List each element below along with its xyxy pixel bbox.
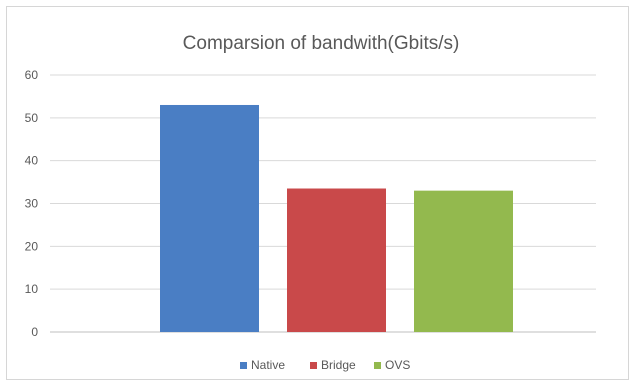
y-tick-label: 10	[25, 282, 39, 296]
y-tick-label: 60	[25, 68, 39, 82]
legend-label-bridge: Bridge	[321, 358, 356, 372]
y-tick-label: 0	[31, 325, 38, 339]
legend-swatch-ovs	[374, 362, 381, 369]
legend: Native Bridge OVS	[240, 358, 410, 372]
bar-native	[160, 104, 259, 332]
y-tick-label: 20	[25, 239, 39, 253]
legend-label-ovs: OVS	[385, 358, 410, 372]
chart-title: Comparsion of bandwith(Gbits/s)	[183, 33, 460, 54]
y-axis-ticks: 0 10 20 30 40 50 60	[25, 68, 39, 339]
y-tick-label: 30	[25, 197, 39, 211]
legend-swatch-native	[240, 362, 247, 369]
bar-bridge	[287, 188, 386, 332]
bars	[160, 104, 513, 332]
legend-label-native: Native	[251, 358, 285, 372]
y-tick-label: 40	[25, 154, 39, 168]
y-tick-label: 50	[25, 111, 39, 125]
legend-swatch-bridge	[310, 362, 317, 369]
bar-ovs	[414, 190, 513, 332]
